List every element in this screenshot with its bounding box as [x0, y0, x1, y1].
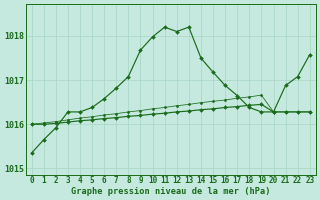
X-axis label: Graphe pression niveau de la mer (hPa): Graphe pression niveau de la mer (hPa): [71, 187, 270, 196]
